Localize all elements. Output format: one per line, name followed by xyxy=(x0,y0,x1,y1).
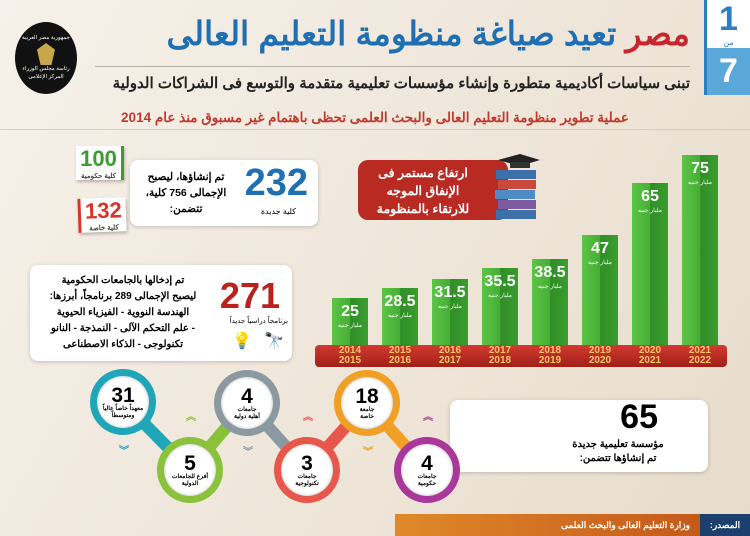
title-red: مصر xyxy=(625,15,690,52)
connector xyxy=(185,399,252,474)
colleges-label: كلية جديدة xyxy=(260,207,296,216)
private-colleges-number: 132 xyxy=(84,197,123,224)
page-title: مصر تعيد صياغة منظومة التعليم العالى xyxy=(166,14,690,53)
source-text: وزارة التعليم العالى والبحث العلمى xyxy=(395,514,700,536)
bar-unit: مليار جنيه xyxy=(388,312,412,319)
programs-text: - علم التحكم الآلى - النمذجة - النانو xyxy=(51,323,195,334)
bar-unit: مليار جنيه xyxy=(638,208,662,215)
bar-value: 25 xyxy=(341,302,359,320)
bar-value: 38.5 xyxy=(534,264,566,282)
bar-unit: مليار جنيه xyxy=(588,259,612,266)
bar-value: 75 xyxy=(691,159,709,177)
colleges-number: 232 xyxy=(244,162,308,204)
bar-unit: مليار جنيه xyxy=(538,284,562,291)
gov-colleges-note: 100 كلية حكومية xyxy=(76,146,124,180)
bar: 38.5 مليار جنيه xyxy=(532,259,568,345)
source-label: المصدر: xyxy=(700,514,750,536)
spending-banner: ارتفاع مستمر فى الإنفاق الموجه للارتقاء … xyxy=(358,160,508,220)
bar-value: 65 xyxy=(641,188,659,206)
connector xyxy=(118,397,195,475)
gov-colleges-label: كلية حكومية xyxy=(81,173,116,180)
logo-text: جمهورية مصر العربية xyxy=(22,35,70,41)
bar-value: 35.5 xyxy=(484,272,516,290)
banner-line: ارتفاع مستمر فى xyxy=(378,166,468,180)
media-center-logo: جمهورية مصر العربية رئاسة مجلس الوزراء ا… xyxy=(15,22,77,94)
page-indicator: 1 من 7 xyxy=(704,0,750,95)
banner-line: الإنفاق الموجه xyxy=(386,184,460,198)
telescope-icon: 🔭 xyxy=(264,333,284,350)
page-of: من xyxy=(707,38,750,48)
institutions-number: 65 xyxy=(620,398,658,436)
private-colleges-note: 132 كلية خاصة xyxy=(77,197,127,233)
colleges-text: تم إنشاؤها، ليصبح xyxy=(147,171,225,183)
bar-value: 28.5 xyxy=(384,292,416,310)
bar: 25 مليار جنيه xyxy=(332,297,368,345)
bar: 31.5 مليار جنيه xyxy=(432,279,468,345)
colleges-text: تتضمن: xyxy=(169,203,203,215)
subtitle: تبنى سياسات أكاديمية متطورة وإنشاء مؤسسا… xyxy=(112,75,690,92)
bar-unit: مليار جنيه xyxy=(338,322,362,329)
logo-text: رئاسة مجلس الوزراء xyxy=(22,66,70,72)
private-colleges-label: كلية خاصة xyxy=(89,224,119,233)
bar: 28.5 مليار جنيه xyxy=(382,287,418,345)
programs-card: 271 برنامجاً دراسياً جديداً 💡 🔭 تم إدخال… xyxy=(30,265,292,361)
highlight-strip: عملية تطوير منظومة التعليم العالى والبحث… xyxy=(0,106,750,130)
colleges-card: 232 كلية جديدة تم إنشاؤها، ليصبح الإجمال… xyxy=(130,160,318,226)
title-blue: تعيد صياغة منظومة التعليم العالى xyxy=(166,15,617,52)
bar: 65 مليار جنيه xyxy=(632,183,668,345)
institutions-card: 65 مؤسسة تعليمية جديدة تم إنشاؤها تتضمن: xyxy=(450,398,708,472)
divider xyxy=(95,66,690,67)
lightbulb-icon: 💡 xyxy=(232,333,252,350)
institutions-text: تم إنشاؤها تتضمن: xyxy=(579,453,657,464)
connector xyxy=(242,398,312,475)
eagle-emblem-icon xyxy=(37,43,55,65)
page-current: 1 xyxy=(707,0,750,38)
programs-number: 271 xyxy=(219,275,280,316)
colleges-text: الإجمالى 756 كلية، xyxy=(145,187,227,199)
bar-unit: مليار جنيه xyxy=(438,304,462,311)
bar: 75 مليار جنيه xyxy=(682,154,718,345)
programs-text: ليصبح الإجمالى 289 برنامجاً، أبرزها: xyxy=(49,291,197,302)
bar-unit: مليار جنيه xyxy=(488,292,512,299)
bar-value: 31.5 xyxy=(434,284,466,302)
gov-colleges-number: 100 xyxy=(80,146,117,171)
banner-line: للارتقاء بالمنظومة xyxy=(376,202,470,216)
logo-text: المركز الإعلامى xyxy=(28,74,64,80)
bar-unit: مليار جنيه xyxy=(688,179,712,186)
institutions-text: مؤسسة تعليمية جديدة xyxy=(572,439,664,450)
programs-text: الهندسة النووية - الفيزياء الحيوية xyxy=(56,307,190,318)
bar: 35.5 مليار جنيه xyxy=(482,267,518,345)
page-total: 7 xyxy=(707,48,750,95)
connector xyxy=(362,398,432,475)
connector xyxy=(302,398,372,475)
bar: 47 مليار جنيه xyxy=(582,234,618,345)
programs-text: تم إدخالها بالجامعات الحكومية xyxy=(61,275,185,286)
books-graduation-cap-icon xyxy=(495,154,540,219)
circle-connectors xyxy=(118,397,432,475)
programs-text: تكنولوجى - الذكاء الاصطناعى xyxy=(62,339,183,350)
programs-label: برنامجاً دراسياً جديداً xyxy=(229,318,288,325)
bar-value: 47 xyxy=(591,239,609,257)
chart-axis-band xyxy=(315,345,727,367)
